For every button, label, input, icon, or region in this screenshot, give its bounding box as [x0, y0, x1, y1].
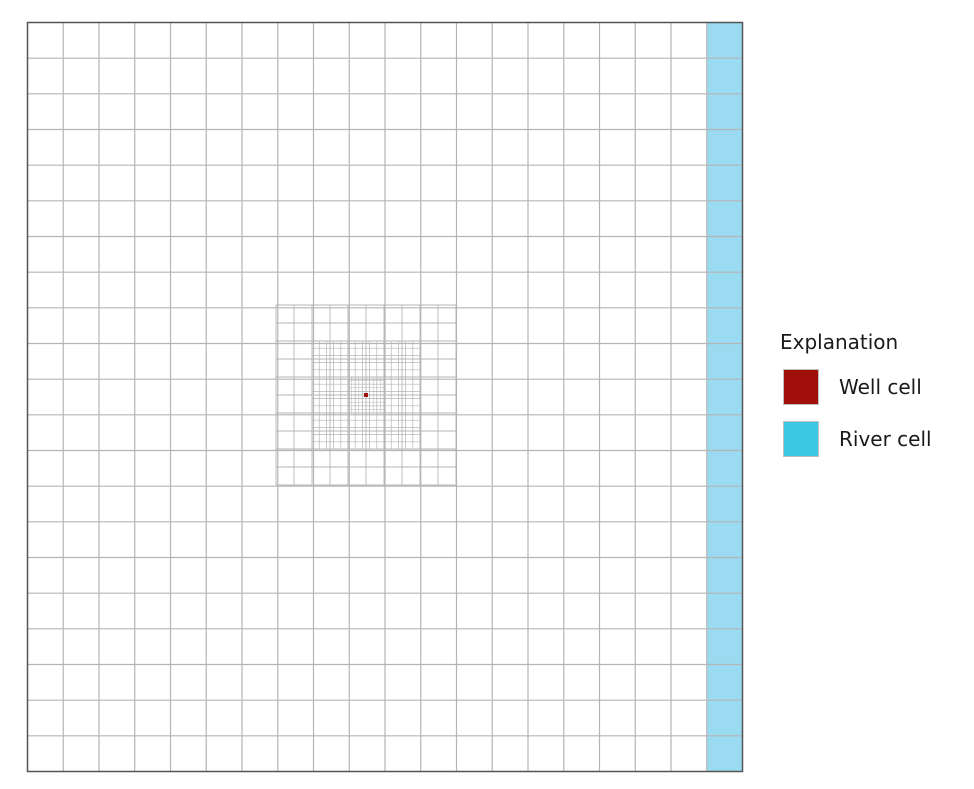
river-cell-swatch: [783, 421, 819, 457]
legend: Explanation Well cell River cell: [780, 330, 932, 472]
legend-item-well-cell: Well cell: [780, 368, 932, 406]
river-column: [706, 22, 743, 772]
refined-grid: [275, 304, 457, 486]
well-cell-swatch: [783, 369, 819, 405]
model-boundary: [26, 21, 744, 773]
coarse-grid: [27, 22, 743, 772]
river-cell-column: [706, 22, 743, 772]
legend-label-well-cell: Well cell: [839, 375, 922, 399]
well-cell-marker: [364, 393, 368, 397]
legend-label-river-cell: River cell: [839, 427, 932, 451]
legend-title: Explanation: [780, 330, 899, 354]
well-cell: [364, 393, 368, 397]
legend-item-river-cell: River cell: [780, 420, 932, 458]
